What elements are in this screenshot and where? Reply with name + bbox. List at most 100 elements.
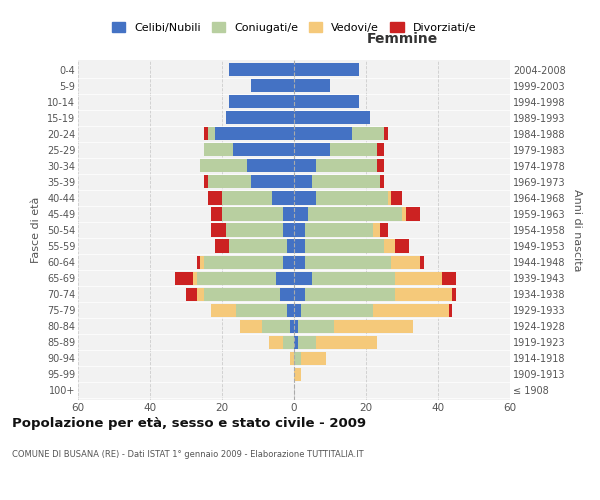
Bar: [420, 256, 424, 268]
Bar: [247, 160, 294, 172]
Bar: [294, 95, 359, 108]
Bar: [384, 240, 395, 252]
Legend: Celibi/Nubili, Coniugati/e, Vedovi/e, Divorziati/e: Celibi/Nubili, Coniugati/e, Vedovi/e, Di…: [107, 18, 481, 38]
Bar: [380, 224, 388, 236]
Bar: [294, 368, 301, 381]
Bar: [294, 127, 352, 140]
Bar: [301, 304, 373, 317]
Bar: [395, 272, 442, 284]
Bar: [308, 208, 402, 220]
Bar: [229, 240, 287, 252]
Bar: [283, 256, 294, 268]
Bar: [395, 288, 452, 300]
Bar: [294, 79, 330, 92]
Bar: [305, 240, 384, 252]
Bar: [280, 288, 294, 300]
Bar: [294, 304, 301, 317]
Y-axis label: Anni di nascita: Anni di nascita: [572, 188, 582, 271]
Bar: [380, 176, 384, 188]
Bar: [204, 143, 233, 156]
Bar: [276, 272, 294, 284]
Bar: [193, 272, 197, 284]
Bar: [262, 320, 290, 333]
Bar: [312, 176, 380, 188]
Bar: [305, 224, 373, 236]
Bar: [388, 192, 391, 204]
Bar: [290, 320, 294, 333]
Bar: [200, 256, 204, 268]
Bar: [312, 272, 395, 284]
Bar: [294, 143, 330, 156]
Bar: [373, 304, 449, 317]
Bar: [298, 320, 334, 333]
Text: Popolazione per età, sesso e stato civile - 2009: Popolazione per età, sesso e stato civil…: [12, 418, 366, 430]
Bar: [316, 192, 388, 204]
Bar: [294, 63, 359, 76]
Bar: [283, 208, 294, 220]
Bar: [294, 256, 305, 268]
Text: COMUNE DI BUSANA (RE) - Dati ISTAT 1° gennaio 2009 - Elaborazione TUTTITALIA.IT: COMUNE DI BUSANA (RE) - Dati ISTAT 1° ge…: [12, 450, 364, 459]
Bar: [197, 272, 276, 284]
Bar: [373, 224, 380, 236]
Bar: [294, 336, 298, 349]
Bar: [211, 224, 226, 236]
Bar: [236, 304, 287, 317]
Bar: [391, 192, 402, 204]
Bar: [186, 288, 197, 300]
Bar: [294, 160, 316, 172]
Bar: [377, 160, 384, 172]
Bar: [305, 256, 391, 268]
Text: Femmine: Femmine: [367, 32, 437, 46]
Bar: [294, 240, 305, 252]
Bar: [384, 127, 388, 140]
Bar: [301, 352, 326, 365]
Bar: [175, 272, 193, 284]
Bar: [215, 240, 229, 252]
Bar: [200, 160, 247, 172]
Bar: [197, 256, 200, 268]
Bar: [391, 256, 420, 268]
Bar: [226, 111, 294, 124]
Bar: [204, 256, 283, 268]
Bar: [204, 288, 280, 300]
Bar: [208, 176, 251, 188]
Bar: [229, 95, 294, 108]
Bar: [283, 224, 294, 236]
Bar: [240, 320, 262, 333]
Bar: [442, 272, 456, 284]
Bar: [294, 320, 298, 333]
Bar: [211, 208, 222, 220]
Bar: [395, 240, 409, 252]
Bar: [402, 208, 406, 220]
Bar: [269, 336, 283, 349]
Bar: [452, 288, 456, 300]
Bar: [222, 192, 272, 204]
Bar: [316, 160, 377, 172]
Bar: [305, 288, 395, 300]
Bar: [204, 127, 208, 140]
Bar: [294, 192, 316, 204]
Bar: [294, 224, 305, 236]
Bar: [251, 79, 294, 92]
Bar: [215, 127, 294, 140]
Bar: [204, 176, 208, 188]
Bar: [294, 208, 308, 220]
Bar: [330, 143, 377, 156]
Bar: [197, 288, 204, 300]
Bar: [211, 304, 236, 317]
Bar: [287, 240, 294, 252]
Bar: [229, 63, 294, 76]
Bar: [449, 304, 452, 317]
Bar: [283, 336, 294, 349]
Bar: [316, 336, 377, 349]
Bar: [294, 288, 305, 300]
Bar: [298, 336, 316, 349]
Bar: [406, 208, 420, 220]
Bar: [208, 127, 215, 140]
Bar: [290, 352, 294, 365]
Bar: [222, 208, 283, 220]
Bar: [294, 272, 312, 284]
Bar: [294, 176, 312, 188]
Bar: [272, 192, 294, 204]
Bar: [233, 143, 294, 156]
